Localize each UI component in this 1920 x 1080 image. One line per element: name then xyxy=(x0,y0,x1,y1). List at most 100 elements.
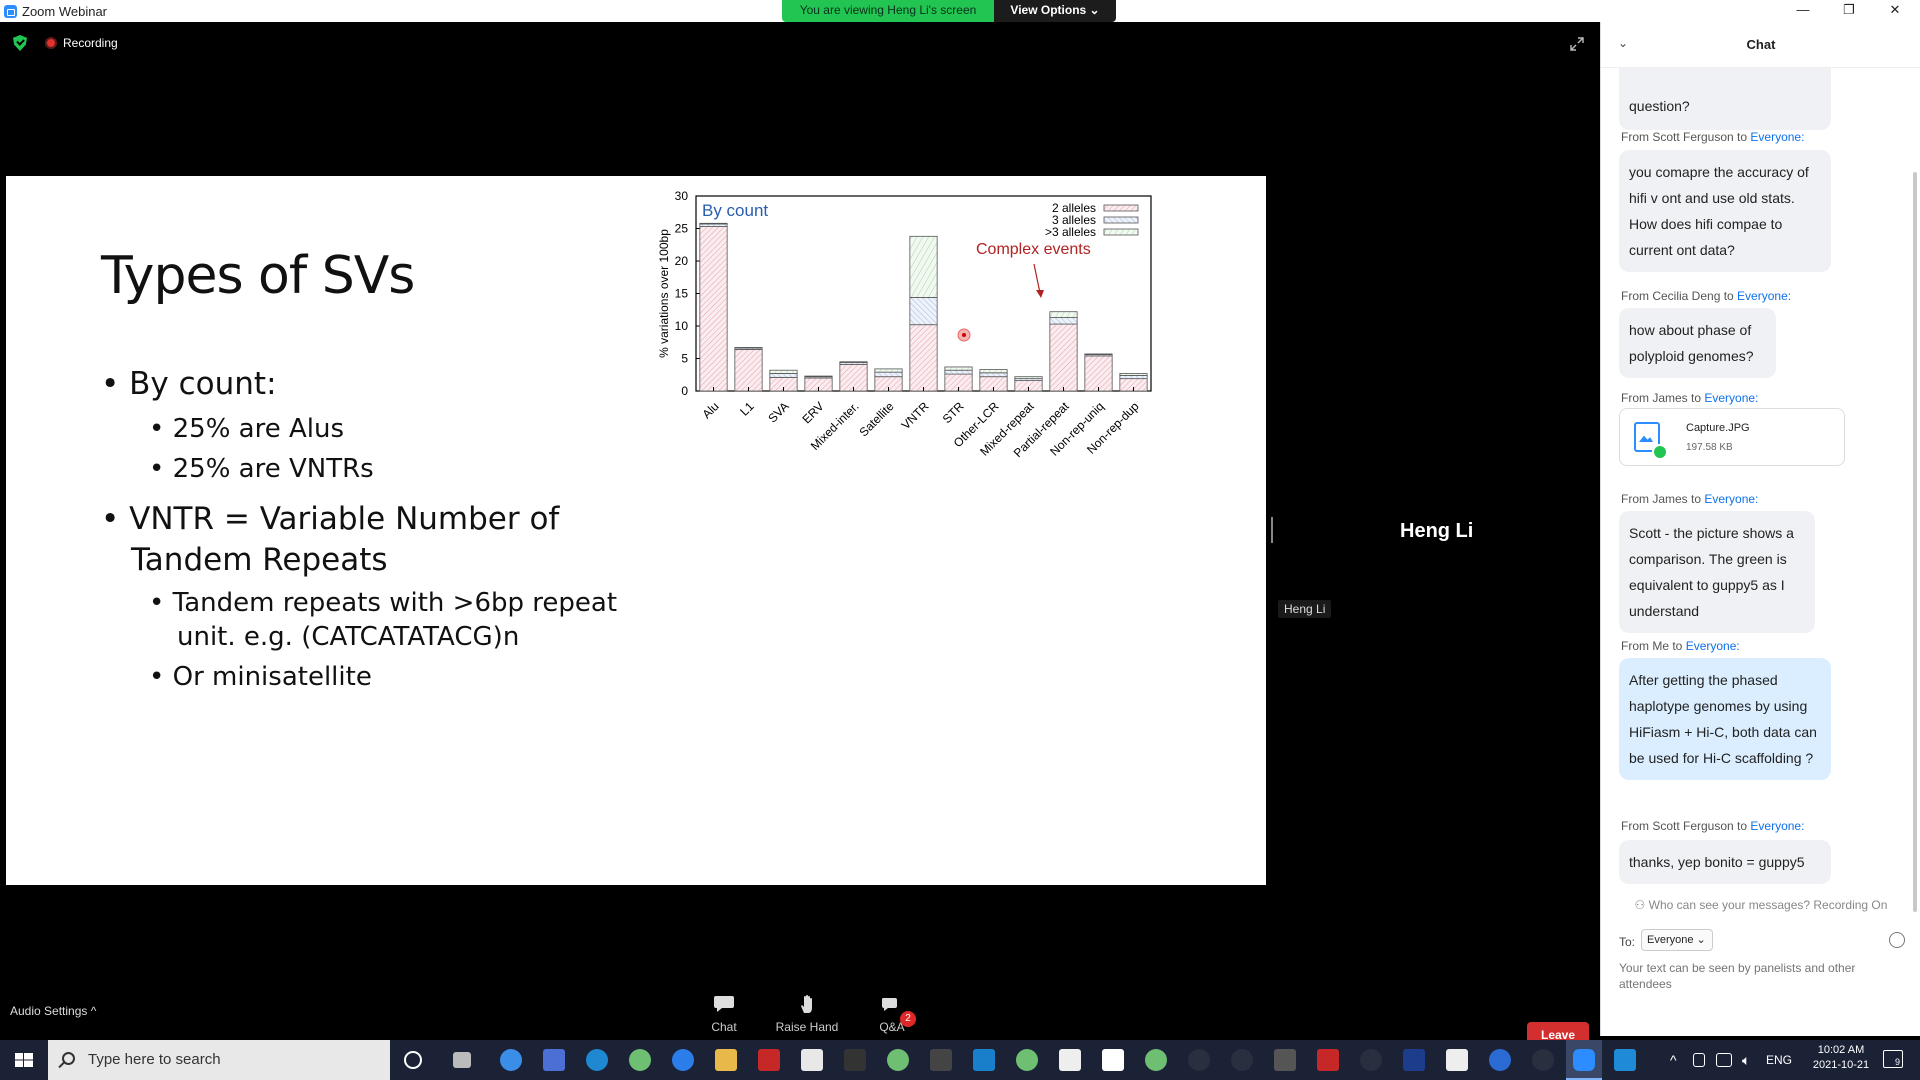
tray-chevron-up-icon[interactable]: ^ xyxy=(1670,1052,1677,1068)
x-tick-label: Satellite xyxy=(857,399,897,439)
chat-header: ⌄ Chat xyxy=(1601,22,1920,68)
app-icon[interactable] xyxy=(758,1049,780,1071)
clock[interactable]: 10:02 AM 2021-10-21 xyxy=(1803,1044,1879,1071)
y-tick-label: 10 xyxy=(675,319,689,333)
speaker-video-tag: Heng Li xyxy=(1278,600,1332,618)
search-icon xyxy=(62,1052,75,1065)
y-tick-label: 20 xyxy=(675,254,689,268)
x-tick-label: SVA xyxy=(765,399,791,425)
split-view-handle[interactable] xyxy=(1271,517,1273,543)
app-icon[interactable] xyxy=(1532,1049,1554,1071)
bar-segment--3-alleles xyxy=(1014,376,1043,380)
app-icon[interactable] xyxy=(543,1049,565,1071)
bar-segment--3-alleles xyxy=(944,366,973,371)
device-icon[interactable] xyxy=(1693,1053,1705,1067)
notification-icon[interactable]: 9 xyxy=(1883,1050,1903,1068)
network-icon[interactable] xyxy=(1716,1053,1732,1067)
app-icon[interactable] xyxy=(1446,1049,1468,1071)
github-icon[interactable] xyxy=(1231,1049,1253,1071)
chat-privacy-note[interactable]: ⚇ Who can see your messages? Recording O… xyxy=(1634,898,1888,912)
zoom-taskbar-button[interactable] xyxy=(1566,1040,1602,1080)
speaker-name: Heng Li xyxy=(1400,520,1474,542)
app-icon[interactable] xyxy=(1614,1049,1636,1071)
encryption-shield-icon[interactable] xyxy=(13,35,27,51)
bar-segment--3-alleles xyxy=(979,369,1008,374)
chat-message-bubble: thanks, yep bonito = guppy5 xyxy=(1619,840,1831,884)
chrome-icon[interactable] xyxy=(887,1049,909,1071)
chart-plot-group: 0 5 10 15 20 25 30 % variations over 100bp Alu L1… xyxy=(657,189,1152,460)
x-tick-label: Alu xyxy=(699,399,721,421)
close-button[interactable]: ✕ xyxy=(1889,2,1901,17)
emoji-icon[interactable] xyxy=(1889,932,1905,948)
bullet-vntr-definition: • VNTR = Variable Number of xyxy=(101,501,560,537)
chart-annotation: Complex events xyxy=(976,241,1091,258)
bullet-dot-icon: • xyxy=(149,414,173,444)
recording-label: Recording xyxy=(63,36,118,50)
app-icon[interactable] xyxy=(801,1049,823,1071)
view-options-button[interactable]: View Options ⌄ xyxy=(994,0,1116,22)
raise-hand-button[interactable]: Raise Hand xyxy=(767,994,847,1034)
qa-button[interactable]: Q&A xyxy=(852,994,932,1034)
bar-segment-3-alleles xyxy=(944,369,973,375)
file-explorer-icon[interactable] xyxy=(715,1049,737,1071)
app-icon[interactable] xyxy=(1188,1049,1210,1071)
bullet-dot-icon: • xyxy=(149,662,173,692)
qa-icon xyxy=(882,998,897,1011)
x-tick-label: STR xyxy=(940,399,967,426)
volume-icon[interactable]: 🔈︎ xyxy=(1742,1052,1751,1068)
viewing-banner: You are viewing Heng Li's screen xyxy=(782,0,994,22)
qa-count-badge: 2 xyxy=(900,1011,916,1027)
app-icon[interactable] xyxy=(1274,1049,1296,1071)
y-tick-label: 5 xyxy=(681,352,688,366)
bar-segment-3-alleles xyxy=(909,297,938,326)
app-icon[interactable] xyxy=(1317,1049,1339,1071)
hand-icon xyxy=(801,995,812,1013)
cortana-icon[interactable] xyxy=(404,1051,422,1069)
bullet-by-count: • By count: xyxy=(101,366,277,402)
file-attachment-card[interactable]: Capture.JPG 197.58 KB xyxy=(1619,408,1845,466)
annotation-arrowhead xyxy=(1036,290,1044,298)
task-view-icon[interactable] xyxy=(453,1052,471,1068)
app-icon[interactable] xyxy=(973,1049,995,1071)
restore-button[interactable]: ❐ xyxy=(1843,2,1855,17)
legend-swatch xyxy=(1103,228,1139,236)
app-icon[interactable] xyxy=(1489,1049,1511,1071)
globe-app-icon[interactable] xyxy=(672,1049,694,1071)
shared-screen-top-bar xyxy=(6,137,1266,175)
bar-segment--3-alleles xyxy=(734,347,763,349)
windows-start-icon[interactable] xyxy=(0,1040,48,1080)
chat-message-input[interactable] xyxy=(1619,960,1909,1000)
notification-count: 9 xyxy=(1894,1057,1902,1067)
chrome-icon[interactable] xyxy=(629,1049,651,1071)
internet-explorer-icon[interactable] xyxy=(500,1049,522,1071)
y-tick-label: 0 xyxy=(681,384,688,398)
github-icon[interactable] xyxy=(1360,1049,1382,1071)
chat-button-label: Chat xyxy=(711,1020,737,1034)
chevron-down-icon[interactable]: ⌄ xyxy=(1618,36,1629,50)
bar-segment--3-alleles xyxy=(769,369,798,374)
slide-title: Types of SVs xyxy=(101,246,415,306)
app-icon[interactable] xyxy=(1102,1049,1124,1071)
graduation-cap-icon[interactable] xyxy=(844,1049,866,1071)
chrome-icon[interactable] xyxy=(1145,1049,1167,1071)
app-icon[interactable] xyxy=(1403,1049,1425,1071)
legend-label: 3 alleles xyxy=(1052,213,1096,227)
chrome-icon[interactable] xyxy=(1016,1049,1038,1071)
audio-settings-button[interactable]: Audio Settings ^ xyxy=(10,1004,97,1018)
x-tick-label: ERV xyxy=(799,399,826,426)
window-titlebar: Zoom Webinar You are viewing Heng Li's s… xyxy=(0,0,1920,22)
taskbar-search-box[interactable]: Type here to search xyxy=(48,1040,390,1080)
chat-scrollbar[interactable] xyxy=(1913,172,1917,912)
minimize-button[interactable]: — xyxy=(1796,2,1810,17)
chat-button[interactable]: Chat xyxy=(684,994,764,1034)
app-icon[interactable] xyxy=(930,1049,952,1071)
legend-label: >3 alleles xyxy=(1045,225,1096,239)
edge-browser-icon[interactable] xyxy=(586,1049,608,1071)
bar-segment--3-alleles xyxy=(839,361,868,363)
language-indicator[interactable]: ENG xyxy=(1766,1053,1793,1067)
fullscreen-icon[interactable] xyxy=(1570,37,1584,51)
bullet-minisatellite: • Or minisatellite xyxy=(149,662,372,692)
chat-recipient-select[interactable]: Everyone ⌄ xyxy=(1641,929,1713,951)
bullet-dot-icon: • xyxy=(101,366,130,402)
word-icon[interactable] xyxy=(1059,1049,1081,1071)
